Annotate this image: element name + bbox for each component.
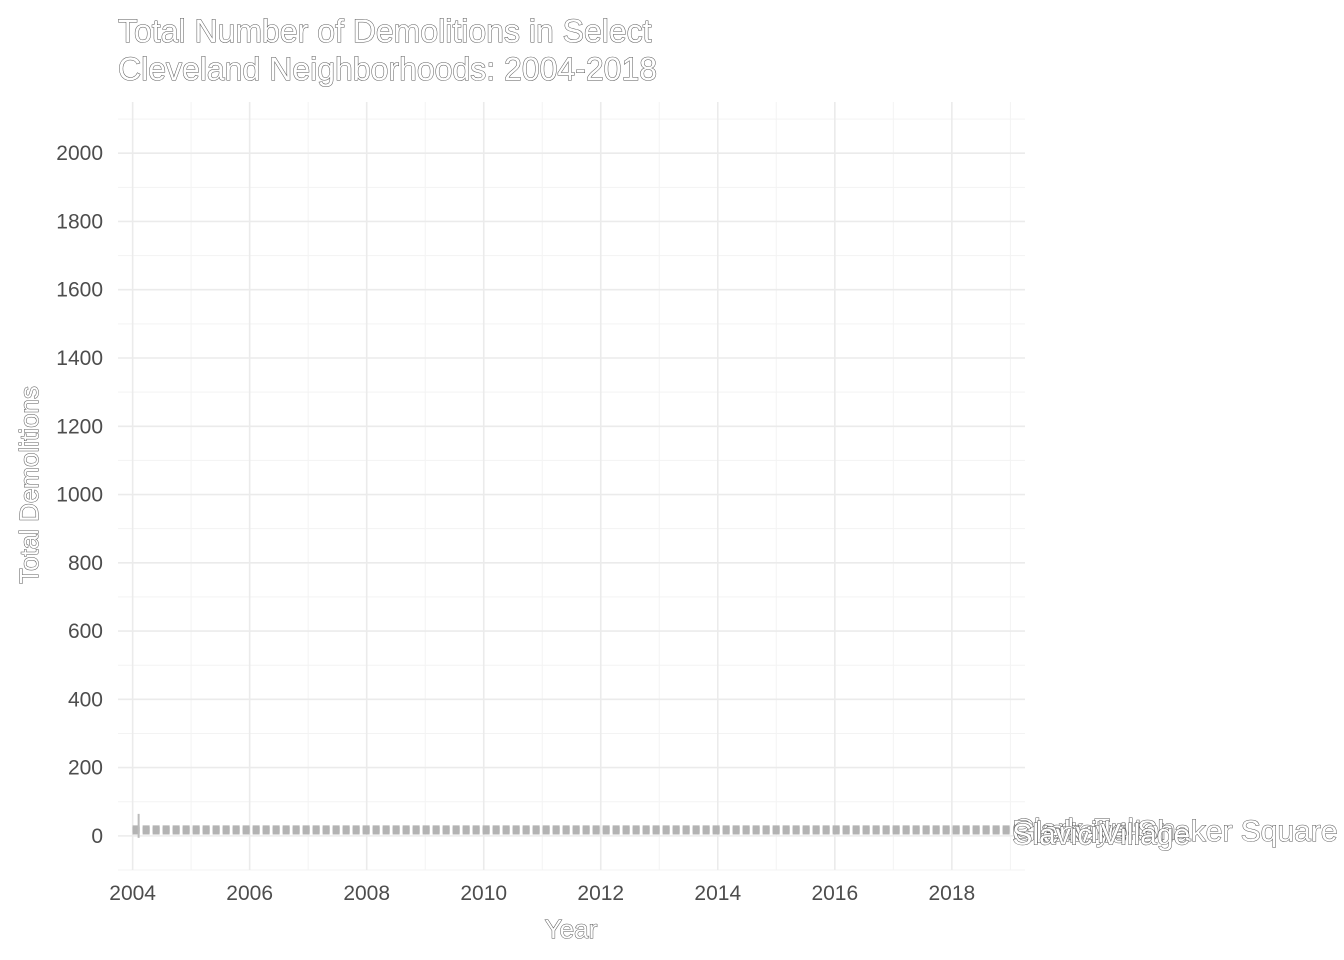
x-axis-label: Year (545, 914, 598, 944)
x-tick-label: 2018 (928, 882, 975, 905)
x-tick-label: 2006 (226, 882, 273, 905)
x-tick-label: 2012 (577, 882, 624, 905)
y-tick-label: 1800 (56, 210, 103, 233)
y-tick-label: 600 (68, 620, 103, 643)
series-lines (132, 813, 1011, 838)
series-end-label: Clark-Fulton (1012, 813, 1175, 846)
y-tick-label: 1000 (56, 484, 103, 507)
y-tick-label: 2000 (56, 142, 103, 165)
x-tick-label: 2016 (811, 882, 858, 905)
y-tick-label: 400 (68, 688, 103, 711)
x-tick-label: 2014 (694, 882, 741, 905)
x-tick-label: 2004 (109, 882, 156, 905)
y-axis-label: Total Demolitions (14, 386, 44, 584)
series-end-label: Glenville (1012, 817, 1127, 850)
y-tick-label: 200 (68, 757, 103, 780)
chart-title-line: Total Number of Demolitions in Select (118, 13, 652, 49)
x-axis-tick-labels: 2004 2006 2008 2010 2012 2014 2016 2018 (109, 882, 975, 905)
x-tick-label: 2008 (343, 882, 390, 905)
y-tick-label: 1400 (56, 347, 103, 370)
y-axis-tick-labels: 0 200 400 600 800 1000 1200 1400 1600 1800 2000 (56, 142, 103, 848)
x-tick-label: 2010 (460, 882, 507, 905)
chart-title-line: Cleveland Neighborhoods: 2004-2018 (118, 51, 657, 87)
major-gridlines (118, 102, 1025, 870)
series-end-label: Slavic Village (1012, 818, 1190, 851)
chart-title: Total Number of Demolitions in Select Cle… (118, 13, 657, 87)
y-tick-label: 1200 (56, 415, 103, 438)
y-tick-label: 0 (91, 825, 103, 848)
y-tick-label: 800 (68, 552, 103, 575)
y-tick-label: 1600 (56, 279, 103, 302)
minor-gridlines (118, 102, 1025, 871)
series-end-label: Buckeye-Shaker Square (1012, 815, 1337, 848)
